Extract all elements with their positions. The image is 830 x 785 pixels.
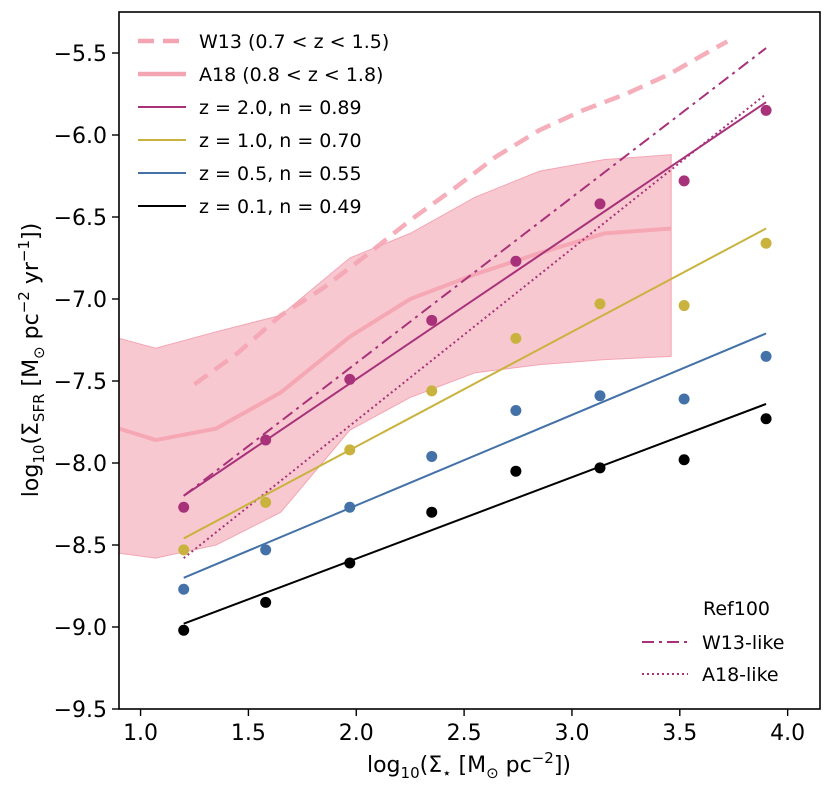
- legend-label-1: A18 (0.8 < z < 1.8): [199, 64, 383, 86]
- y-axis-label: log10(ΣSFR [M⊙ pc−2 yr−1]): [15, 223, 48, 497]
- data-point: [678, 300, 690, 312]
- legend-label-2: z = 2.0, n = 0.89: [199, 97, 362, 119]
- legend-label-3: z = 1.0, n = 0.70: [199, 130, 362, 152]
- data-point: [594, 390, 606, 402]
- x-tick-label: 1.5: [231, 721, 266, 746]
- y-tick-label: −9.0: [54, 616, 107, 641]
- data-point: [178, 583, 190, 595]
- y-tick-label: −7.5: [54, 370, 107, 395]
- data-point: [678, 393, 690, 405]
- fit-line-series-1: [183, 227, 767, 540]
- y-tick-label: −8.0: [54, 452, 107, 477]
- data-point: [178, 501, 190, 513]
- data-point: [760, 104, 772, 116]
- data-point: [678, 454, 690, 466]
- a18-median-line: [119, 226, 672, 443]
- data-point: [510, 255, 522, 267]
- ref100-line-a18-like: [183, 93, 767, 559]
- fit-line-series-3: [183, 403, 767, 625]
- data-point: [426, 450, 438, 462]
- data-point: [594, 198, 606, 210]
- y-tick-label: −5.5: [54, 42, 107, 67]
- data-point: [760, 350, 772, 362]
- y-tick-label: −9.5: [54, 698, 107, 723]
- legend: W13 (0.7 < z < 1.5) A18 (0.8 < z < 1.8) z …: [138, 31, 784, 686]
- x-tick-label: 2.0: [339, 721, 374, 746]
- y-tick-label: −7.0: [54, 288, 107, 313]
- data-point: [260, 544, 272, 556]
- data-point: [178, 544, 190, 556]
- data-point: [344, 444, 356, 456]
- data-point: [260, 596, 272, 608]
- data-point: [426, 385, 438, 397]
- data-point: [594, 462, 606, 474]
- plot-area: [119, 39, 772, 636]
- data-point: [510, 332, 522, 344]
- x-tick-label: 1.0: [123, 721, 158, 746]
- x-tick-label: 2.5: [447, 721, 482, 746]
- data-point: [260, 434, 272, 446]
- data-point: [344, 501, 356, 513]
- data-point: [760, 413, 772, 425]
- data-point: [678, 175, 690, 187]
- legend-label-0: W13 (0.7 < z < 1.5): [199, 31, 389, 53]
- x-tick-label: 3.5: [662, 721, 697, 746]
- w13-dashed-line: [193, 39, 729, 387]
- ref100-line-w13-like: [183, 47, 767, 497]
- y-tick-label: −6.0: [54, 124, 107, 149]
- legend-label-5: z = 0.1, n = 0.49: [199, 196, 362, 218]
- data-point: [426, 314, 438, 326]
- data-point: [510, 405, 522, 417]
- y-tick-label: −8.5: [54, 534, 107, 559]
- data-point: [760, 237, 772, 249]
- data-point: [344, 373, 356, 385]
- data-point: [426, 506, 438, 518]
- legend-label-4: z = 0.5, n = 0.55: [199, 163, 362, 185]
- data-point: [344, 557, 356, 569]
- x-tick-label: 4.0: [770, 721, 805, 746]
- fit-line-series-0: [183, 101, 767, 497]
- legend-secondary-label-1: A18-like: [702, 664, 779, 686]
- legend-secondary-label-0: W13-like: [702, 632, 784, 654]
- x-tick-label: 3.0: [554, 721, 589, 746]
- fit-line-series-2: [183, 332, 767, 579]
- axes-frame: [118, 11, 821, 710]
- y-tick-label: −6.5: [54, 206, 107, 231]
- legend-secondary-title: Ref100: [703, 598, 770, 620]
- data-point: [510, 465, 522, 477]
- data-point: [260, 496, 272, 508]
- data-point: [594, 298, 606, 310]
- axis-ticks: 1.0 1.5 2.0 2.5 3.0 3.5 4.0 −5.5 −6.0 −6.5 −7.0 −7.…: [54, 42, 806, 746]
- data-point: [178, 624, 190, 636]
- x-axis-label: log10(Σ⋆ [M⊙ pc−2]): [367, 749, 571, 782]
